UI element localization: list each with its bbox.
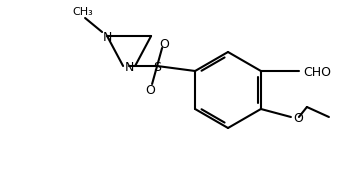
Text: O: O	[293, 112, 303, 125]
Text: CH₃: CH₃	[73, 7, 93, 17]
Text: O: O	[145, 84, 155, 97]
Text: N: N	[124, 61, 134, 74]
Text: O: O	[159, 38, 169, 51]
Text: S: S	[153, 61, 161, 74]
Text: CHO: CHO	[303, 66, 331, 79]
Text: N: N	[102, 31, 112, 44]
